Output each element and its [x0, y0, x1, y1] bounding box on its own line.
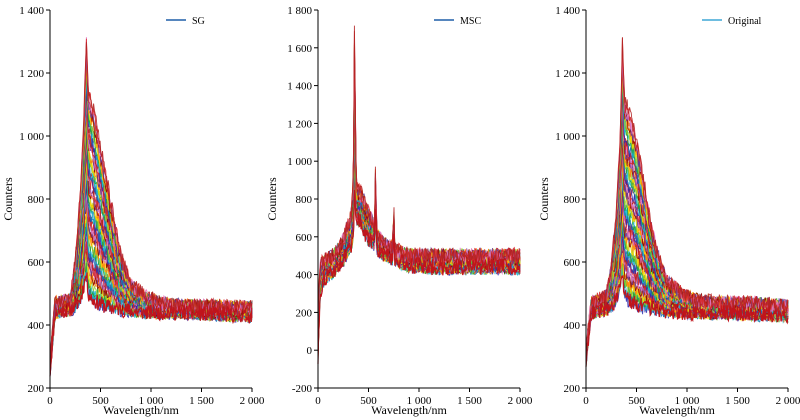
- x-tick-label: 1 500: [457, 395, 482, 407]
- series-line-39: [317, 97, 521, 322]
- y-tick-label: 1 400: [555, 5, 580, 17]
- y-axis-title: Counters: [1, 177, 15, 221]
- legend: SG: [166, 16, 205, 27]
- legend: Original: [702, 16, 762, 27]
- series-line-60: [585, 37, 789, 348]
- y-axis-title: Counters: [265, 177, 279, 221]
- series-line-48: [317, 59, 521, 321]
- y-tick-label: -200: [292, 383, 313, 395]
- series-line-56: [317, 51, 521, 316]
- series-line-29: [585, 156, 789, 363]
- y-tick-label: 800: [296, 194, 313, 206]
- series-line-baseline: [317, 189, 521, 365]
- y-tick-label: 600: [28, 257, 45, 269]
- y-tick-label: 1 400: [19, 5, 44, 17]
- y-tick-label: 1 000: [555, 131, 580, 143]
- y-tick-label: 800: [28, 194, 45, 206]
- x-tick-label: 2 000: [776, 395, 800, 407]
- series-line-38: [317, 86, 521, 337]
- series-line-baseline: [49, 272, 253, 377]
- y-tick-label: 600: [564, 257, 581, 269]
- y-tick-label: 400: [296, 270, 313, 282]
- y-tick-label: 0: [307, 345, 313, 357]
- x-axis-title: Wavelength/nm: [371, 403, 447, 417]
- x-tick-label: 500: [628, 395, 645, 407]
- x-tick-label: 0: [583, 395, 589, 407]
- x-axis-title: Wavelength/nm: [103, 403, 179, 417]
- series-line-44: [317, 80, 521, 326]
- x-tick-label: 0: [47, 395, 53, 407]
- series-group: [585, 37, 789, 369]
- series-group: [317, 25, 521, 365]
- series-line-50: [317, 60, 521, 322]
- legend-label: Original: [728, 16, 762, 27]
- series-line-47: [317, 60, 521, 323]
- series-line-40: [317, 88, 521, 336]
- x-tick-label: 1 000: [407, 395, 432, 407]
- y-tick-label: 400: [564, 320, 581, 332]
- y-tick-label: 1 400: [287, 81, 312, 93]
- y-tick-label: 200: [296, 307, 313, 319]
- series-line-51: [317, 50, 521, 316]
- x-axis-title: Wavelength/nm: [639, 403, 715, 417]
- y-tick-label: 400: [28, 320, 45, 332]
- y-tick-label: 1 200: [287, 118, 312, 130]
- series-line-53: [317, 44, 521, 317]
- series-line-baseline: [585, 275, 789, 367]
- series-group: [49, 37, 253, 379]
- series-line-37: [317, 92, 521, 325]
- series-line-35: [317, 97, 521, 331]
- y-tick-label: 1 000: [287, 156, 312, 168]
- series-line-41: [317, 82, 521, 323]
- x-tick-label: 1 500: [189, 395, 214, 407]
- x-tick-label: 500: [360, 395, 377, 407]
- series-line-60: [317, 25, 521, 321]
- legend-label: MSC: [460, 16, 481, 27]
- x-tick-label: 1 000: [139, 395, 164, 407]
- y-tick-label: 1 000: [19, 131, 44, 143]
- x-tick-label: 0: [315, 395, 321, 407]
- chart-panel-1: 200 400 600 800 1 000 1 200 1 400 0 500 1 000 1 50…: [1, 5, 265, 417]
- series-line-1: [317, 187, 521, 363]
- x-tick-label: 1 500: [725, 395, 750, 407]
- series-line-49: [317, 71, 521, 329]
- legend-label: SG: [192, 16, 205, 27]
- series-line-52: [317, 48, 521, 323]
- series-line-55: [317, 44, 521, 316]
- y-axis-title: Counters: [537, 177, 551, 221]
- y-tick-label: 1 800: [287, 5, 312, 17]
- series-line-57: [317, 47, 521, 323]
- y-tick-label: 600: [296, 232, 313, 244]
- legend: MSC: [434, 16, 481, 27]
- y-tick-label: 1 200: [19, 68, 44, 80]
- y-tick-label: 200: [28, 383, 45, 395]
- y-tick-label: 1 600: [287, 43, 312, 55]
- y-tick-label: 800: [564, 194, 581, 206]
- y-tick-label: 200: [564, 383, 581, 395]
- x-tick-label: 2 000: [240, 395, 265, 407]
- series-line-41: [49, 117, 253, 360]
- series-line-45: [317, 75, 521, 318]
- series-line-42: [317, 75, 521, 336]
- series-line-59: [49, 38, 253, 357]
- y-tick-label: 1 200: [555, 68, 580, 80]
- chart-panel-3: 200 400 600 800 1 000 1 200 1 400 0 500 1 000 1 50…: [537, 5, 800, 417]
- x-tick-label: 2 000: [508, 395, 533, 407]
- series-line-43: [317, 75, 521, 324]
- series-line-15: [317, 150, 521, 348]
- x-tick-label: 500: [92, 395, 109, 407]
- series-line-46: [317, 75, 521, 321]
- x-tick-label: 1 000: [675, 395, 700, 407]
